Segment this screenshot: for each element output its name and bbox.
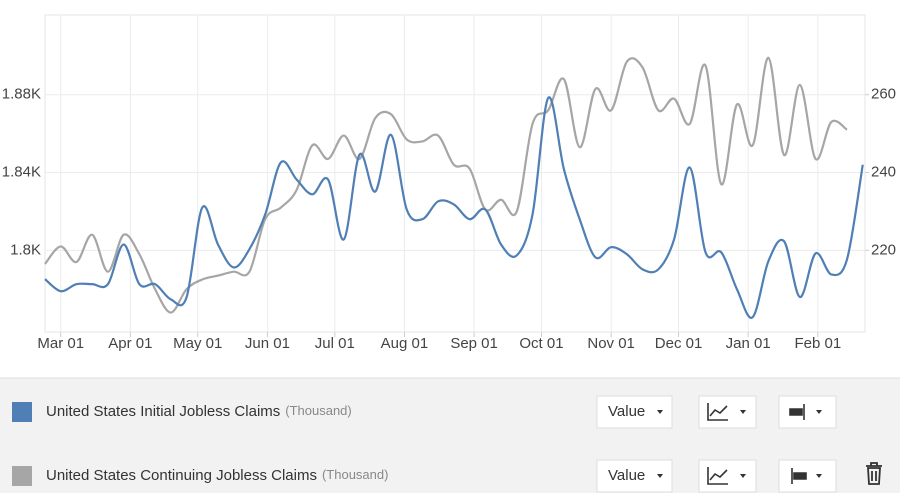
- legend-swatch: [12, 466, 32, 486]
- series-unit: (Thousand): [322, 467, 388, 482]
- x-tick-label: May 01: [173, 335, 222, 352]
- plot-frame: [44, 14, 866, 333]
- y2-tick-label: 240: [871, 163, 896, 180]
- dropdown-arrow[interactable]: [740, 474, 746, 478]
- x-tick-label: Apr 01: [108, 335, 152, 352]
- x-tick-label: Feb 01: [794, 335, 841, 352]
- chart-icon[interactable]: [707, 467, 728, 485]
- series-unit: (Thousand): [285, 403, 351, 418]
- axis-icon[interactable]: [791, 468, 807, 484]
- x-tick-label: Mar 01: [37, 335, 84, 352]
- legend-swatch: [12, 402, 32, 422]
- y-tick-label: 1.84K: [2, 163, 41, 180]
- series-line: [44, 56, 848, 314]
- chart-type-dropdown[interactable]: [698, 459, 757, 493]
- dropdown-arrow[interactable]: [816, 474, 822, 478]
- button-label[interactable]: Value: [608, 467, 645, 484]
- dropdown-arrow[interactable]: [657, 410, 663, 414]
- legend-entry: United States Initial Jobless Claims (Tho…: [46, 403, 352, 420]
- axis-dropdown[interactable]: [778, 459, 837, 493]
- axis-icon[interactable]: [789, 404, 805, 420]
- trash-icon[interactable]: [866, 462, 882, 485]
- x-tick-label: Aug 01: [381, 335, 429, 352]
- chart-icon[interactable]: [707, 403, 728, 421]
- button-box[interactable]: [698, 459, 757, 493]
- x-tick-label: Oct 01: [519, 335, 563, 352]
- axis-dropdown[interactable]: [778, 395, 837, 429]
- x-tick-label: Sep 01: [450, 335, 498, 352]
- series-name: United States Continuing Jobless Claims: [46, 467, 317, 484]
- button-box[interactable]: [778, 459, 837, 493]
- x-tick-label: Jul 01: [315, 335, 355, 352]
- button-label[interactable]: Value: [608, 403, 645, 420]
- series-name: United States Initial Jobless Claims: [46, 403, 280, 420]
- y2-tick-label: 260: [871, 86, 896, 103]
- x-tick-label: Nov 01: [587, 335, 635, 352]
- button-box[interactable]: [778, 395, 837, 429]
- chart-type-dropdown[interactable]: [698, 395, 757, 429]
- value-dropdown[interactable]: Value: [596, 459, 673, 493]
- dropdown-arrow[interactable]: [816, 410, 822, 414]
- value-dropdown[interactable]: Value: [596, 395, 673, 429]
- y-tick-label: 1.8K: [10, 241, 41, 258]
- series-line: [44, 96, 864, 319]
- y-tick-label: 1.88K: [2, 86, 41, 103]
- legend-entry: United States Continuing Jobless Claims (…: [46, 467, 388, 484]
- dropdown-arrow[interactable]: [657, 474, 663, 478]
- x-tick-label: Jan 01: [726, 335, 771, 352]
- x-tick-label: Jun 01: [245, 335, 290, 352]
- delete-button[interactable]: [866, 462, 882, 485]
- x-tick-label: Dec 01: [655, 335, 703, 352]
- dropdown-arrow[interactable]: [740, 410, 746, 414]
- y2-tick-label: 220: [871, 241, 896, 258]
